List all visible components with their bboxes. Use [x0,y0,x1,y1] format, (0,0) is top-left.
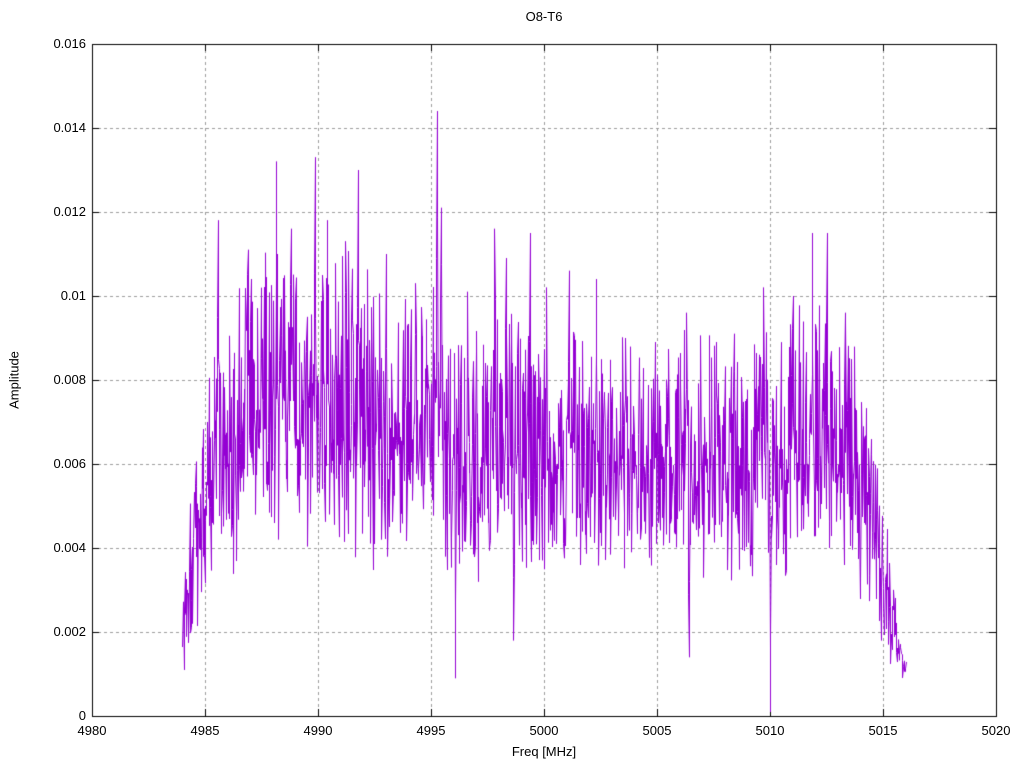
y-axis-label: Amplitude [6,351,22,409]
x-tick-label: 5000 [529,723,559,738]
y-tick-label: 0.012 [53,204,86,219]
x-tick-label: 4990 [303,723,333,738]
y-tick-label: 0.016 [53,36,86,51]
y-tick-label: 0.008 [53,372,86,387]
x-tick-label: 5005 [642,723,672,738]
x-axis-label: Freq [MHz] [511,744,577,759]
x-tick-label: 5015 [868,723,898,738]
y-tick-label: 0.002 [53,624,86,639]
y-tick-label: 0.004 [53,540,86,555]
y-tick-label: 0.006 [53,456,86,471]
x-tick-label: 5010 [755,723,785,738]
y-tick-label: 0.014 [53,120,86,135]
x-tick-label: 4995 [416,723,446,738]
chart-title: O8-T6 [525,9,563,24]
x-tick-label: 5020 [981,723,1011,738]
x-tick-label: 4985 [190,723,220,738]
x-tick-label: 4980 [77,723,107,738]
y-tick-label: 0.01 [60,288,86,303]
y-tick-label: 0 [78,708,86,723]
